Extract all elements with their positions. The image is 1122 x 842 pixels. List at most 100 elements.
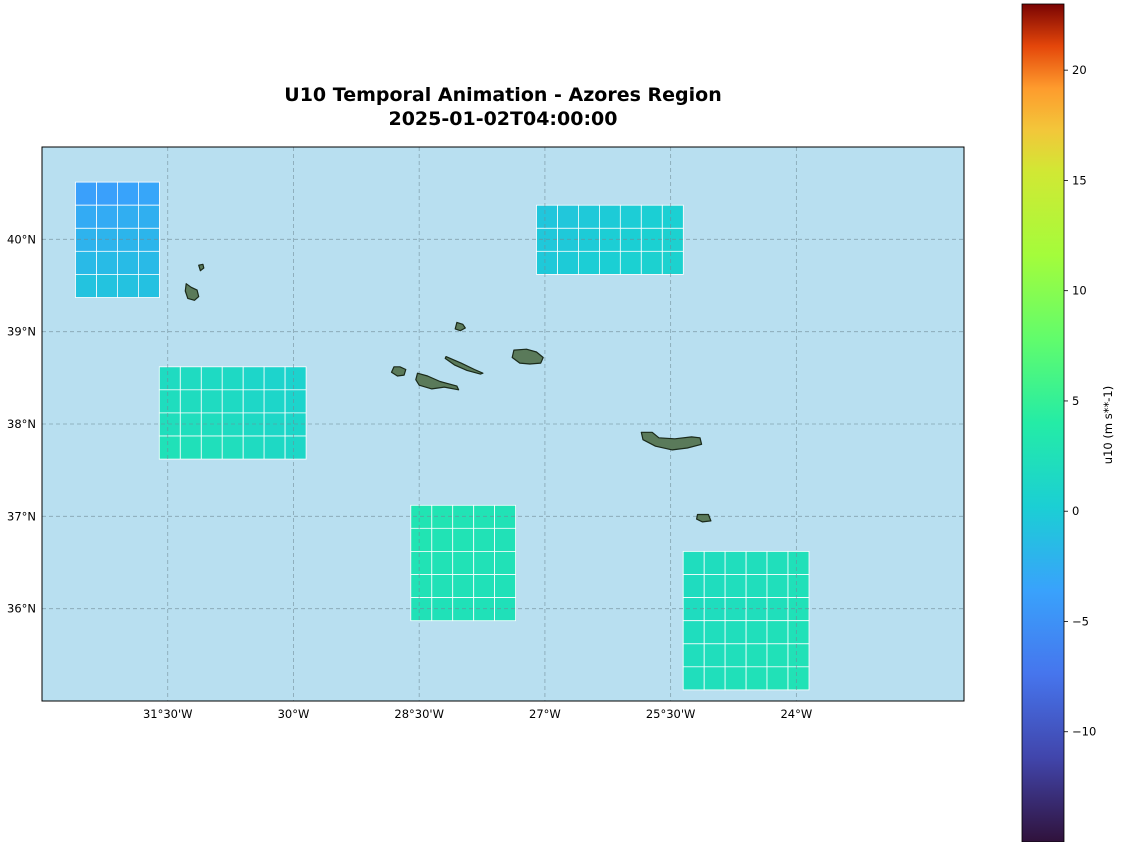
chart-title: U10 Temporal Animation - Azores Region [284,84,721,106]
grid-cell-north [599,250,621,275]
island-faial [390,366,407,377]
grid-cell-north [578,227,600,252]
grid-cell-nw [117,204,139,229]
grid-cell-south [473,574,496,599]
grid-cell-nw [117,227,139,252]
island-pico [415,372,460,391]
grid-cell-north [536,250,558,275]
colorbar-tick-label: 20 [1072,63,1087,77]
grid-cell-south [473,551,496,575]
grid-cell-west [242,435,265,460]
grid-cell-south [410,527,433,552]
grid-cell-southeast [682,597,705,622]
grid-cell-southeast [745,551,768,575]
grid-cell-north [599,204,621,229]
grid-cell-west [221,412,244,437]
grid-cell-south [494,551,517,575]
island-santa-maria [695,513,712,523]
grid-cell-southeast [682,620,705,645]
grid-cell-west [221,389,244,414]
grid-cell-nw [117,181,139,206]
grid-cell-north [661,204,684,229]
grid-cell-nw [75,273,97,298]
grid-cell-southeast [703,597,726,622]
island-sao-miguel [640,431,703,451]
grid-cell-southeast [724,643,747,668]
longitude-ticks: 31°30'W 30°W 28°30'W 27°W 25°30'W 24°W [143,707,812,721]
grid-cell-southeast [787,643,810,668]
grid-cell-south [410,551,433,575]
grid-cell-north [619,227,642,252]
colorbar-tick-label: 15 [1072,173,1087,187]
grid-cell-west [200,412,223,437]
grid-cell-south [431,504,454,529]
grid-cell-southeast [787,666,810,691]
island-corvo [198,263,205,272]
islands [184,263,712,523]
grid-cell-north [599,227,621,252]
grid-cell-southeast [724,551,747,575]
island-sao-jorge [444,356,484,375]
grid-cell-south [494,527,517,552]
grid-cell-north [557,250,579,275]
lon-tick-label: 30°W [278,707,310,721]
lat-tick-label: 40°N [7,232,36,246]
grid-cell-nw [96,204,118,229]
grid-cell-southeast [787,574,810,599]
lat-tick-label: 39°N [7,325,36,339]
colorbar-tick-label: −5 [1072,614,1089,628]
colorbar-tick-label: 5 [1072,394,1079,408]
grid-cell-north [661,250,684,275]
lon-tick-label: 28°30'W [394,707,444,721]
grid-cell-south [410,504,433,529]
lat-tick-label: 37°N [7,509,36,523]
grid-cell-nw [137,181,160,206]
grid-cell-southeast [745,643,768,668]
grid-cell-nw [117,273,139,298]
grid-cell-southeast [703,574,726,599]
grid-cell-west [200,389,223,414]
grid-cell-west [242,366,265,391]
lon-tick-label: 27°W [529,707,561,721]
lon-tick-label: 25°30'W [646,707,696,721]
grid-cell-south [431,574,454,599]
grid-cell-south [494,574,517,599]
grid-cell-nw [96,273,118,298]
grid-cell-south [452,597,475,622]
grid-cell-north [536,227,558,252]
grid-cell-south [473,504,496,529]
grid-cell-north [557,227,579,252]
lon-tick-label: 31°30'W [143,707,193,721]
grid-cell-north [640,204,663,229]
grid-cell-north [578,250,600,275]
grid-cell-nw [96,250,118,275]
grid-cell-west [263,389,286,414]
grid-cell-west [200,435,223,460]
grid-cell-nw [137,227,160,252]
grid-cell-southeast [682,666,705,691]
grid-cell-southeast [787,551,810,575]
colorbar [1021,3,1065,842]
grid-cell-north [536,204,558,229]
grid-cell-nw [137,204,160,229]
colorbar-tick-label: 0 [1072,504,1079,518]
grid-cell-southeast [703,666,726,691]
grid-cell-south [410,597,433,622]
grid-cell-southeast [724,620,747,645]
grid-cell-south [473,597,496,622]
wind-grid-cells [75,181,810,691]
grid-cell-southeast [745,666,768,691]
grid-cell-north [578,204,600,229]
grid-cell-west [284,435,307,460]
grid-cell-nw [117,250,139,275]
grid-cell-west [263,435,286,460]
grid-cell-west [242,412,265,437]
grid-cell-south [452,504,475,529]
grid-cell-west [200,366,223,391]
grid-cell-southeast [724,666,747,691]
grid-cell-nw [75,250,97,275]
grid-cell-west [179,435,202,460]
grid-cell-south [494,504,517,529]
colorbar-tick-label: 10 [1072,284,1087,298]
